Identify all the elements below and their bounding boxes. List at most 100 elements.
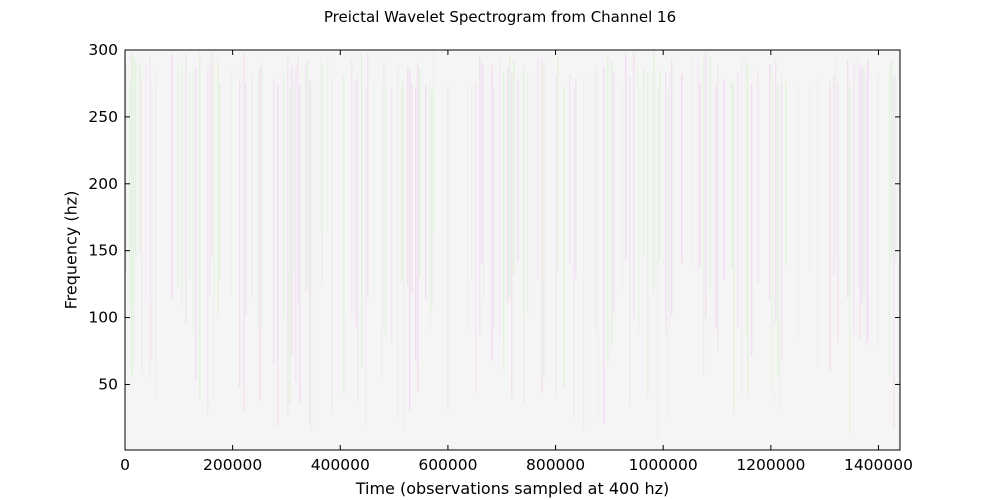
heatmap-streak	[305, 64, 307, 292]
x-tick-label: 200000	[203, 456, 262, 474]
heatmap-streak	[541, 57, 543, 393]
heatmap-streak	[769, 64, 771, 301]
heatmap-streak	[257, 82, 259, 329]
heatmap-streak	[467, 82, 469, 331]
heatmap-streak	[595, 67, 597, 331]
heatmap-streak	[731, 82, 733, 269]
heatmap-streak	[837, 82, 839, 344]
heatmap-streak	[657, 88, 659, 438]
heatmap-streak	[481, 62, 483, 264]
heatmap-streak	[493, 87, 495, 327]
heatmap-streak	[219, 83, 221, 281]
heatmap-streak	[391, 86, 393, 344]
heatmap-streak	[307, 59, 309, 290]
heatmap-streak	[757, 69, 759, 284]
heatmap-streak	[243, 54, 245, 413]
heatmap-streak	[849, 84, 851, 435]
heatmap-streak	[809, 86, 811, 271]
x-tick-label: 600000	[418, 456, 477, 474]
y-tick-label: 250	[88, 108, 118, 126]
heatmap-streak	[517, 79, 519, 262]
heatmap-streak	[797, 80, 799, 338]
heatmap-streak	[889, 65, 891, 377]
heatmap-streak	[773, 75, 775, 403]
heatmap-streak	[211, 51, 213, 257]
heatmap-streak	[129, 82, 131, 308]
heatmap-background	[125, 50, 900, 450]
heatmap-streak	[299, 85, 301, 404]
heatmap-streak	[613, 72, 615, 314]
heatmap-streak	[829, 81, 831, 371]
heatmap-streak	[785, 81, 787, 265]
heatmap-streak	[239, 81, 241, 388]
heatmap-streak	[895, 75, 897, 263]
heatmap-streak	[597, 64, 599, 423]
heatmap-streak	[171, 54, 173, 299]
heatmap-streak	[151, 82, 153, 360]
heatmap-streak	[185, 53, 187, 324]
heatmap-streak	[401, 81, 403, 282]
heatmap-streak	[751, 83, 753, 356]
x-tick-label: 1200000	[736, 456, 805, 474]
heatmap-streak	[343, 76, 345, 395]
x-tick-label: 400000	[311, 456, 370, 474]
heatmap-streak	[573, 88, 575, 418]
heatmap-streak	[483, 64, 485, 300]
heatmap-streak	[475, 82, 477, 394]
heatmap-streak	[857, 54, 859, 288]
heatmap-streak	[311, 81, 313, 431]
heatmap-streak	[835, 54, 837, 256]
heatmap-streak	[865, 74, 867, 345]
chart-title: Preictal Wavelet Spectrogram from Channe…	[323, 8, 677, 26]
heatmap-streak	[361, 53, 363, 368]
heatmap-streak	[141, 75, 143, 373]
heatmap-streak	[667, 89, 669, 419]
x-axis-label: Time (observations sampled at 400 hz)	[355, 479, 670, 498]
heatmap-streak	[321, 62, 323, 286]
heatmap-streak	[251, 77, 253, 297]
heatmap-streak	[665, 72, 667, 335]
heatmap-streak	[643, 69, 645, 256]
heatmap-streak	[133, 55, 135, 365]
heatmap-streak	[135, 59, 137, 257]
y-tick-label: 300	[88, 41, 118, 59]
heatmap-streak	[415, 87, 417, 362]
heatmap-streak	[149, 55, 151, 379]
heatmap-streak	[715, 86, 717, 329]
heatmap-streak	[283, 75, 285, 318]
heatmap-streak	[261, 63, 263, 331]
heatmap-streak	[699, 82, 701, 268]
heatmap-streak	[607, 52, 609, 365]
heatmap-streak	[431, 89, 433, 311]
heatmap-streak	[433, 50, 435, 238]
heatmap-streak	[771, 68, 773, 389]
heatmap-streak	[411, 83, 413, 294]
heatmap-streak	[447, 85, 449, 410]
x-tick-label: 1400000	[844, 456, 913, 474]
heatmap-streak	[621, 86, 623, 293]
heatmap-streak	[703, 53, 705, 376]
heatmap-streak	[557, 56, 559, 271]
heatmap-streak	[383, 61, 385, 328]
heatmap-streak	[195, 67, 197, 381]
heatmap-streak	[213, 53, 215, 397]
heatmap-streak	[499, 60, 501, 340]
spectrogram-heatmap	[125, 50, 900, 450]
heatmap-streak	[629, 76, 631, 406]
heatmap-streak	[355, 80, 357, 327]
heatmap-streak	[471, 82, 473, 283]
x-axis-ticks: 0 200000 400000 600000 800000 1000000 1200000 1…	[120, 50, 913, 474]
heatmap-streak	[209, 62, 211, 299]
plot-frame	[124, 49, 901, 451]
y-tick-label: 150	[88, 242, 118, 260]
heatmap-streak	[863, 63, 865, 302]
heatmap-streak	[847, 59, 849, 299]
heatmap-streak	[625, 52, 627, 262]
heatmap-streak	[691, 57, 693, 266]
heatmap-streak	[877, 75, 879, 345]
heatmap-streak	[357, 73, 359, 401]
heatmap-streak	[779, 87, 781, 411]
heatmap-streak	[853, 62, 855, 336]
heatmap-streak	[419, 67, 421, 278]
x-tick-label: 1000000	[629, 456, 698, 474]
